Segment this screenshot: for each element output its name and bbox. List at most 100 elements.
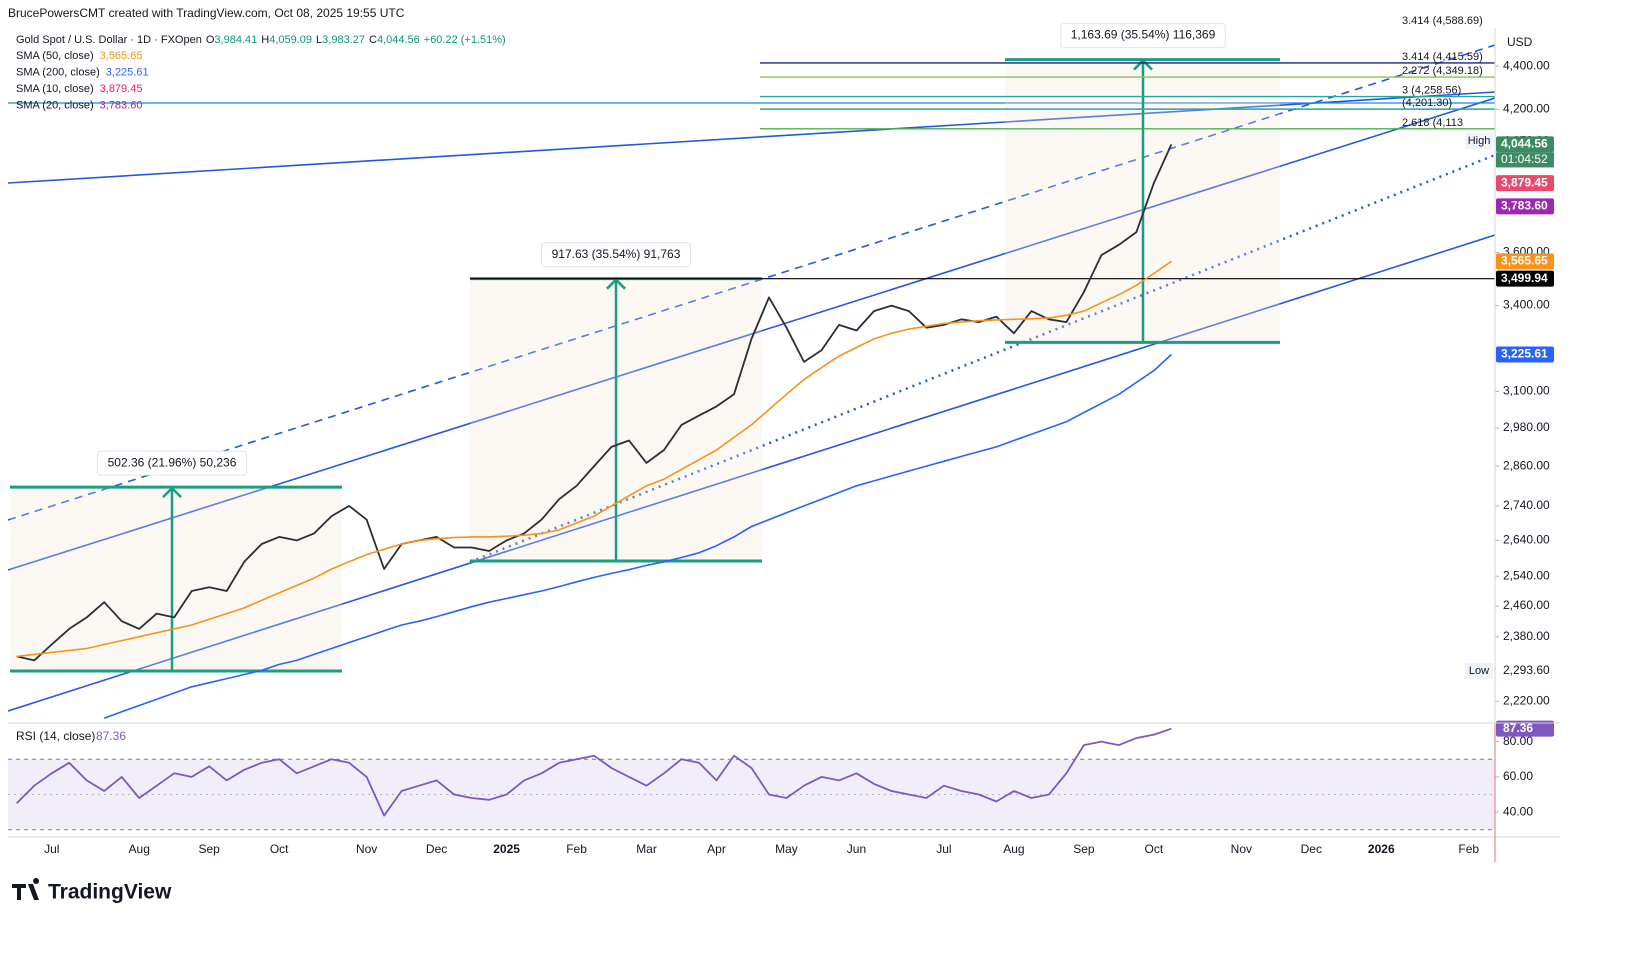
y-tick-label: 2,380.00 [1503, 629, 1550, 643]
legend-name: SMA (20, close) [16, 99, 94, 111]
y-tick-label: 3,400.00 [1503, 298, 1550, 312]
ohlc-value: 3,983.27 [322, 34, 365, 46]
x-tick-label: Aug [1003, 842, 1024, 856]
x-tick-label: Mar [636, 842, 657, 856]
high-text-box [1465, 133, 1493, 150]
ohlc-change: +60.22 (+1.51%) [424, 34, 506, 46]
y-tick-label: 2,540.00 [1503, 568, 1550, 582]
hline-tag-label: 3,499.94 [1501, 271, 1548, 285]
x-tick-label: Aug [129, 842, 150, 856]
measure-box [10, 487, 342, 672]
fib-label: 3.414 (4,588.69) [1402, 15, 1483, 27]
x-tick-label: Apr [707, 842, 726, 856]
x-tick-label: Feb [1458, 842, 1479, 856]
trend-line [469, 153, 1495, 564]
x-tick-label: 2026 [1368, 842, 1395, 856]
ohlc-key: C [369, 34, 377, 46]
fib-label: 2.618 (4,113 [1402, 117, 1463, 129]
rsi-y-tick-label: 80.00 [1503, 734, 1533, 748]
x-tick-label: May [775, 842, 798, 856]
price-tag [1496, 175, 1554, 192]
price-tag-label: 3,565.65 [1501, 254, 1548, 268]
main-pane [8, 44, 1495, 719]
y-tick-label: 2,860.00 [1503, 458, 1550, 472]
series-line [103, 353, 1172, 719]
price-tag [1496, 253, 1554, 270]
x-tick-label: 2025 [493, 842, 520, 856]
measure-label-box [541, 242, 691, 268]
measure-arrowhead [162, 486, 182, 499]
series-line [16, 144, 1173, 662]
price-tag [1496, 198, 1554, 215]
x-tick-label: Nov [356, 842, 377, 856]
fib-label: (4,201.30) [1402, 97, 1452, 109]
logo-text: TradingView [48, 881, 172, 904]
attribution: BrucePowersCMT created with TradingView.… [8, 6, 405, 20]
price-tag-label: 3,783.60 [1501, 199, 1548, 213]
measure-label: 1,163.69 (35.54%) 116,369 [1071, 28, 1216, 42]
x-tick-label: Nov [1231, 842, 1252, 856]
x-tick-label: Jun [847, 842, 866, 856]
measure-arrowhead [606, 277, 626, 290]
measure-arrowhead [1133, 58, 1153, 71]
x-tick-label: Dec [426, 842, 447, 856]
y-tick-label: 2,640.00 [1503, 533, 1550, 547]
countdown: 01:04:52 [1501, 152, 1548, 166]
rsi-tag [1496, 720, 1554, 737]
ohlc-key: L [316, 34, 322, 46]
y-tick-label: 2,740.00 [1503, 498, 1550, 512]
currency: USD [1507, 35, 1533, 49]
x-tick-label: Sep [199, 842, 221, 856]
x-tick-label: Oct [1145, 842, 1164, 856]
ohlc-value: 4,059.09 [269, 34, 312, 46]
y-tick-label: 3,100.00 [1503, 383, 1550, 397]
rsi-tag-label: 87.36 [1503, 721, 1533, 735]
y-tick-label: 4,200.00 [1503, 102, 1550, 116]
measure-label: 917.63 (35.54%) 91,763 [552, 247, 681, 261]
low-tag [1496, 663, 1556, 680]
price-tag-label: 3,879.45 [1501, 175, 1548, 189]
legend-value: 3,565.65 [100, 50, 143, 62]
high-text: High [1468, 135, 1491, 147]
trend-line [8, 234, 1495, 712]
low-text: Low [1469, 665, 1489, 677]
x-tick-label: Feb [566, 842, 587, 856]
x-tick-label: Dec [1301, 842, 1322, 856]
rsi-y-tick-label: 40.00 [1503, 804, 1533, 818]
hline-tag [1496, 270, 1554, 287]
rsi-legend-name: RSI (14, close) [16, 729, 95, 743]
y-tick-label: 2,980.00 [1503, 420, 1550, 434]
price-tag [1496, 346, 1554, 363]
price-tag-label: 4,044.56 [1501, 137, 1548, 151]
legend-name: SMA (10, close) [16, 83, 94, 95]
measure-label-box [1060, 23, 1226, 49]
fib-label: 2.272 (4,349.18) [1402, 65, 1483, 77]
trend-line [8, 91, 1495, 184]
ohlc-key: H [261, 34, 269, 46]
symbol-name: Gold Spot / U.S. Dollar · 1D · FXOpen [16, 34, 202, 46]
series-line [16, 727, 1172, 817]
x-tick-label: Oct [270, 842, 289, 856]
legend-name: SMA (200, close) [16, 66, 100, 78]
legend-value: 3,783.60 [100, 99, 143, 111]
fib-label: 3 (4,258.56) [1402, 84, 1461, 96]
low-text-box [1465, 663, 1493, 680]
countdown-box [1496, 152, 1554, 168]
x-tick-label: Sep [1073, 842, 1095, 856]
fib-label: 3.414 (4,415.59) [1402, 51, 1483, 63]
legend-name: SMA (50, close) [16, 50, 94, 62]
y-tick-label: 2,220.00 [1503, 693, 1550, 707]
rsi-y-tick-label: 60.00 [1503, 769, 1533, 783]
measure-label-box [97, 450, 247, 476]
x-tick-label: Jul [936, 842, 951, 856]
price-tag [1496, 136, 1554, 153]
logo-icon [12, 878, 40, 900]
y-tick-label: 4,400.00 [1503, 58, 1550, 72]
ohlc-value: 3,984.41 [214, 34, 257, 46]
legend-value: 3,879.45 [100, 83, 143, 95]
ohlc-key: O [206, 34, 215, 46]
measure-label: 502.36 (21.96%) 50,236 [108, 455, 237, 469]
series-line [16, 260, 1172, 658]
